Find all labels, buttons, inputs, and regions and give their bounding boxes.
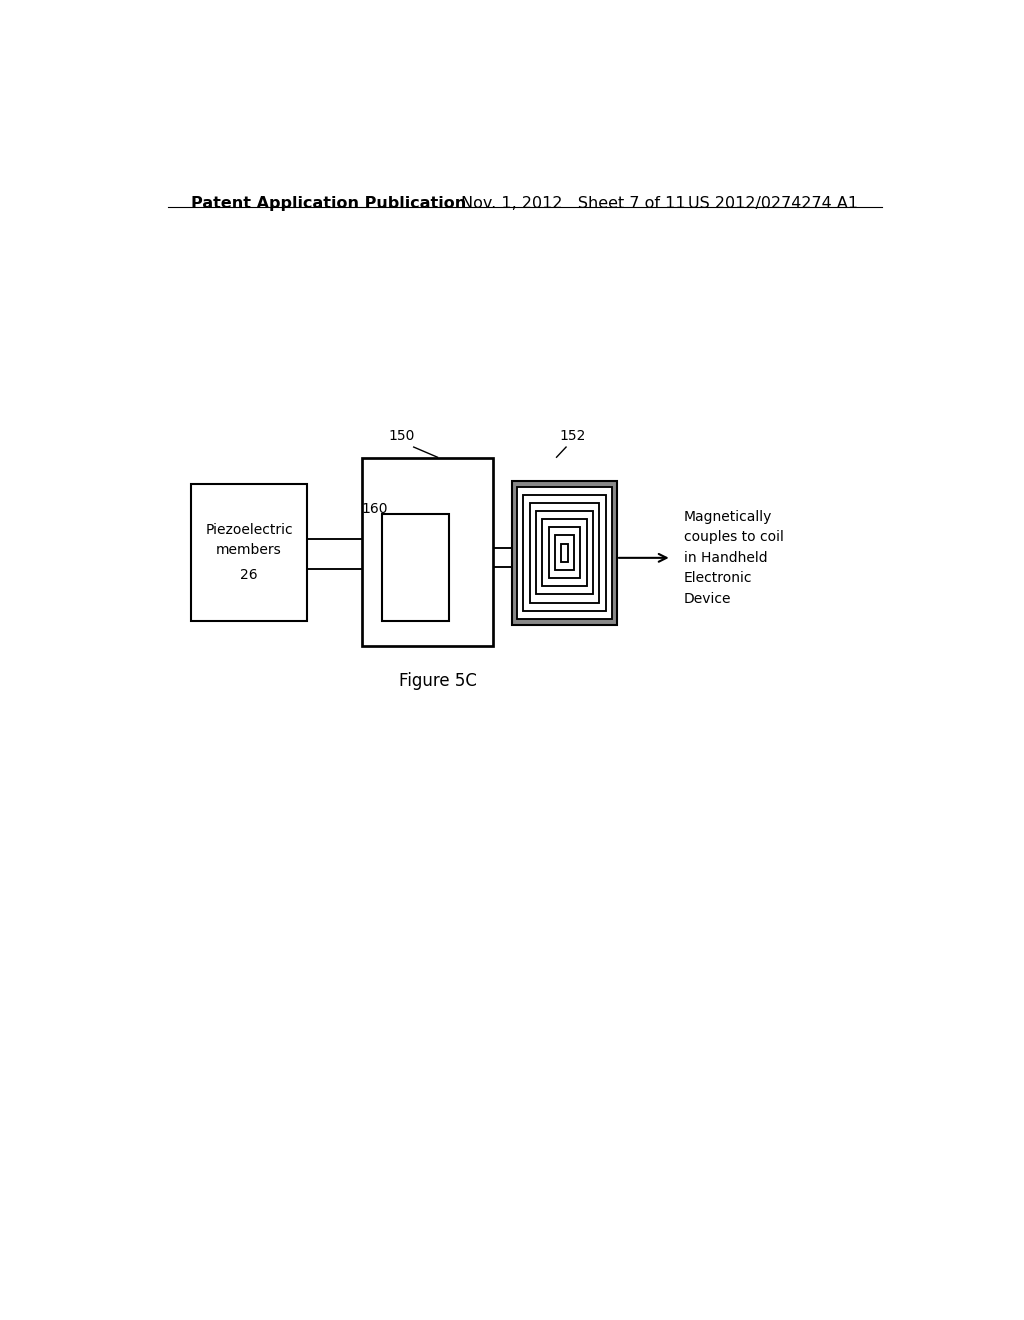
- Text: members: members: [216, 544, 282, 557]
- Text: Figure 5C: Figure 5C: [398, 672, 476, 689]
- Bar: [536, 511, 593, 594]
- Bar: [561, 544, 567, 562]
- Bar: [512, 480, 616, 624]
- Bar: [555, 536, 574, 570]
- Text: Magnetically
couples to coil
in Handheld
Electronic
Device: Magnetically couples to coil in Handheld…: [684, 510, 783, 606]
- Bar: [529, 503, 599, 602]
- Text: 150: 150: [388, 429, 415, 444]
- Text: Nov. 1, 2012   Sheet 7 of 11: Nov. 1, 2012 Sheet 7 of 11: [461, 195, 686, 211]
- Bar: [523, 495, 606, 611]
- Text: 26: 26: [241, 568, 258, 582]
- Text: 160: 160: [361, 502, 388, 516]
- Bar: [362, 458, 493, 647]
- Bar: [543, 519, 587, 586]
- Bar: [191, 483, 306, 620]
- Bar: [382, 515, 450, 620]
- Bar: [549, 528, 581, 578]
- Text: 152: 152: [559, 429, 586, 444]
- Text: US 2012/0274274 A1: US 2012/0274274 A1: [688, 195, 858, 211]
- Bar: [517, 487, 612, 619]
- Text: Patent Application Publication: Patent Application Publication: [191, 195, 467, 211]
- Text: Piezoelectric: Piezoelectric: [205, 523, 293, 537]
